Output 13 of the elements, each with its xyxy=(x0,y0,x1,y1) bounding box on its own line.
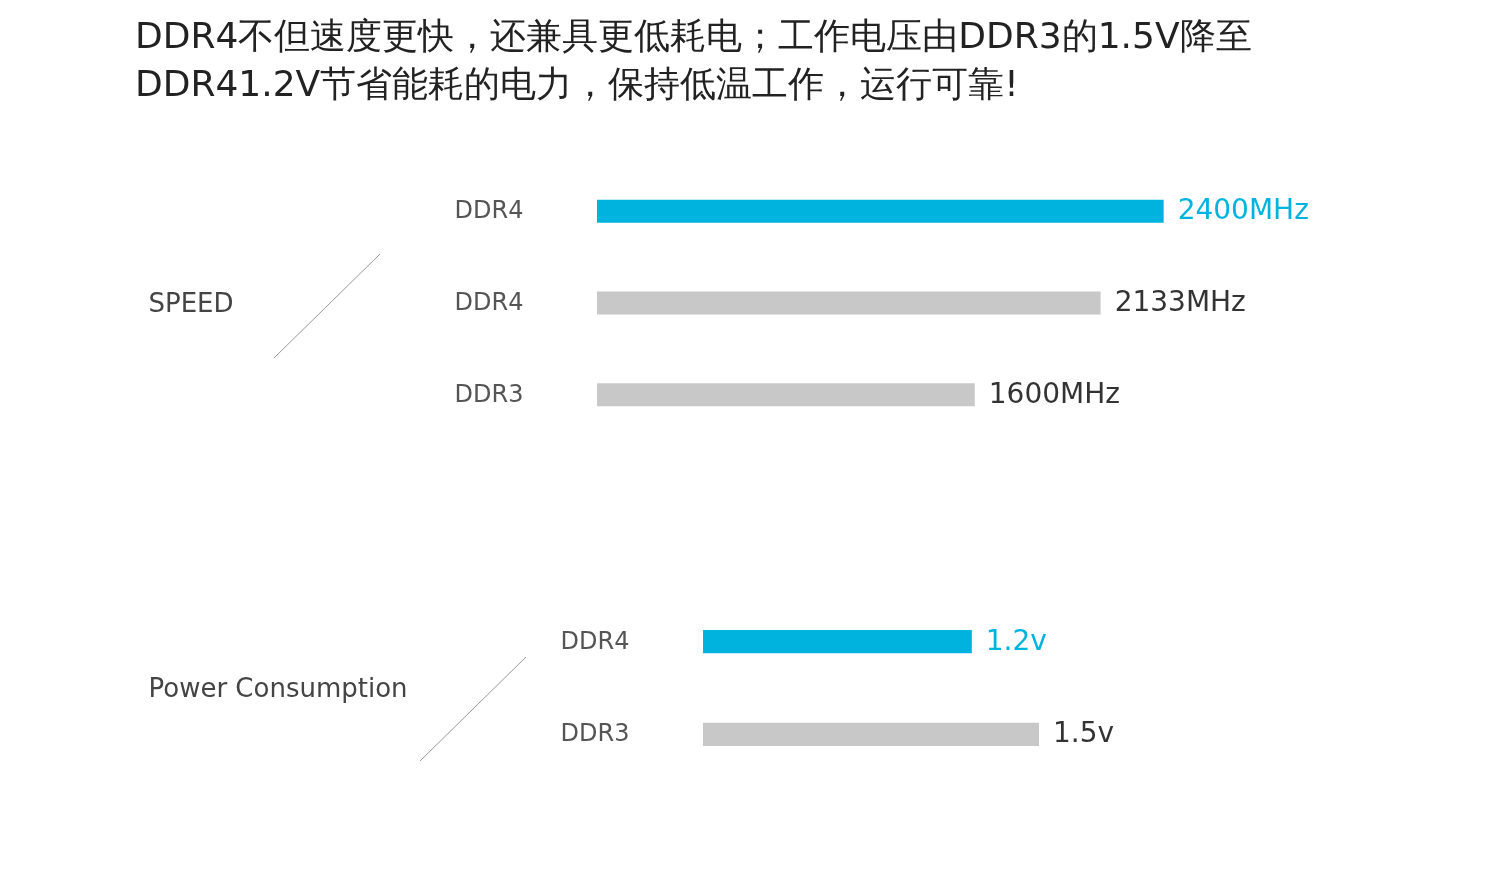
y-tick-label: DDR4 xyxy=(454,196,524,225)
y-tick-label: DDR4 xyxy=(560,626,630,655)
data-label: 2133MHz xyxy=(1114,285,1246,318)
chart-title: DDR4不但速度更快，还兼具更低耗电；工作电压由DDR3的1.5V降至DDR41.2V节省能耗的电力，保持低温工作，运行可靠! xyxy=(135,14,1253,106)
y-tick-label: DDR3 xyxy=(560,719,630,748)
data-label: 2400MHz xyxy=(1177,193,1309,227)
y-tick-label: DDR4 xyxy=(454,288,524,316)
y-axis-title: Power Consumption xyxy=(148,672,408,703)
data-label: 1600MHz xyxy=(988,376,1120,410)
data-label: 1.2v xyxy=(985,623,1047,657)
data-label: 1.5v xyxy=(1053,716,1115,750)
y-tick-label: DDR3 xyxy=(454,379,524,408)
y-axis-title: SPEED xyxy=(148,287,234,318)
